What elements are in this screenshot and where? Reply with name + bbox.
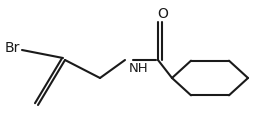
Text: NH: NH [129, 62, 149, 75]
Text: O: O [158, 7, 168, 21]
Text: Br: Br [5, 41, 20, 55]
